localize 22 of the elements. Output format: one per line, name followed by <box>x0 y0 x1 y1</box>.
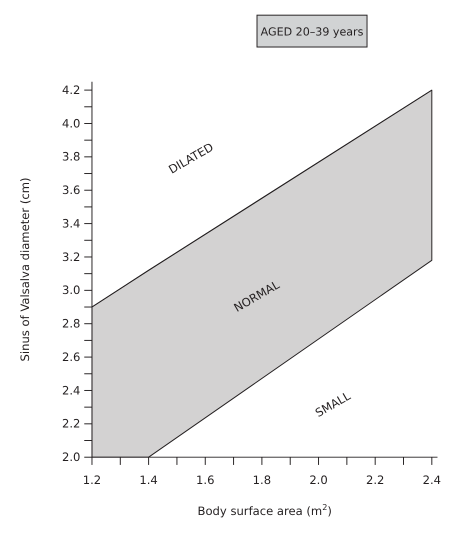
x-tick-label: 2.2 <box>366 473 384 488</box>
y-axis-title: Sinus of Valsalva diameter (cm) <box>18 178 32 362</box>
x-tick-label: 1.8 <box>252 473 272 488</box>
y-tick-label: 2.8 <box>62 316 80 331</box>
y-tick-label: 2.0 <box>62 450 80 464</box>
x-tick-label: 1.4 <box>139 473 158 488</box>
x-tick-label: 1.6 <box>196 473 214 488</box>
y-tick-label: 3.2 <box>62 250 80 264</box>
y-tick-label: 3.6 <box>62 183 80 198</box>
x-tick-label: 2.0 <box>309 473 328 488</box>
y-tick-label: 3.8 <box>62 150 80 164</box>
x-tick-label: 1.2 <box>82 473 102 488</box>
x-axis-title: Body surface area (m$^{2}$) <box>198 502 332 518</box>
y-tick-label: 3.0 <box>62 283 80 298</box>
y-tick-label: 4.0 <box>62 116 80 130</box>
y-tick-label: 2.4 <box>62 383 80 398</box>
chart-title: AGED 20–39 years <box>260 25 364 38</box>
x-tick-label: 2.4 <box>422 473 442 488</box>
y-tick-label: 2.2 <box>62 416 80 431</box>
y-tick-label: 4.2 <box>62 82 80 97</box>
y-tick-label: 2.6 <box>62 350 80 364</box>
y-tick-label: 3.4 <box>62 216 80 230</box>
